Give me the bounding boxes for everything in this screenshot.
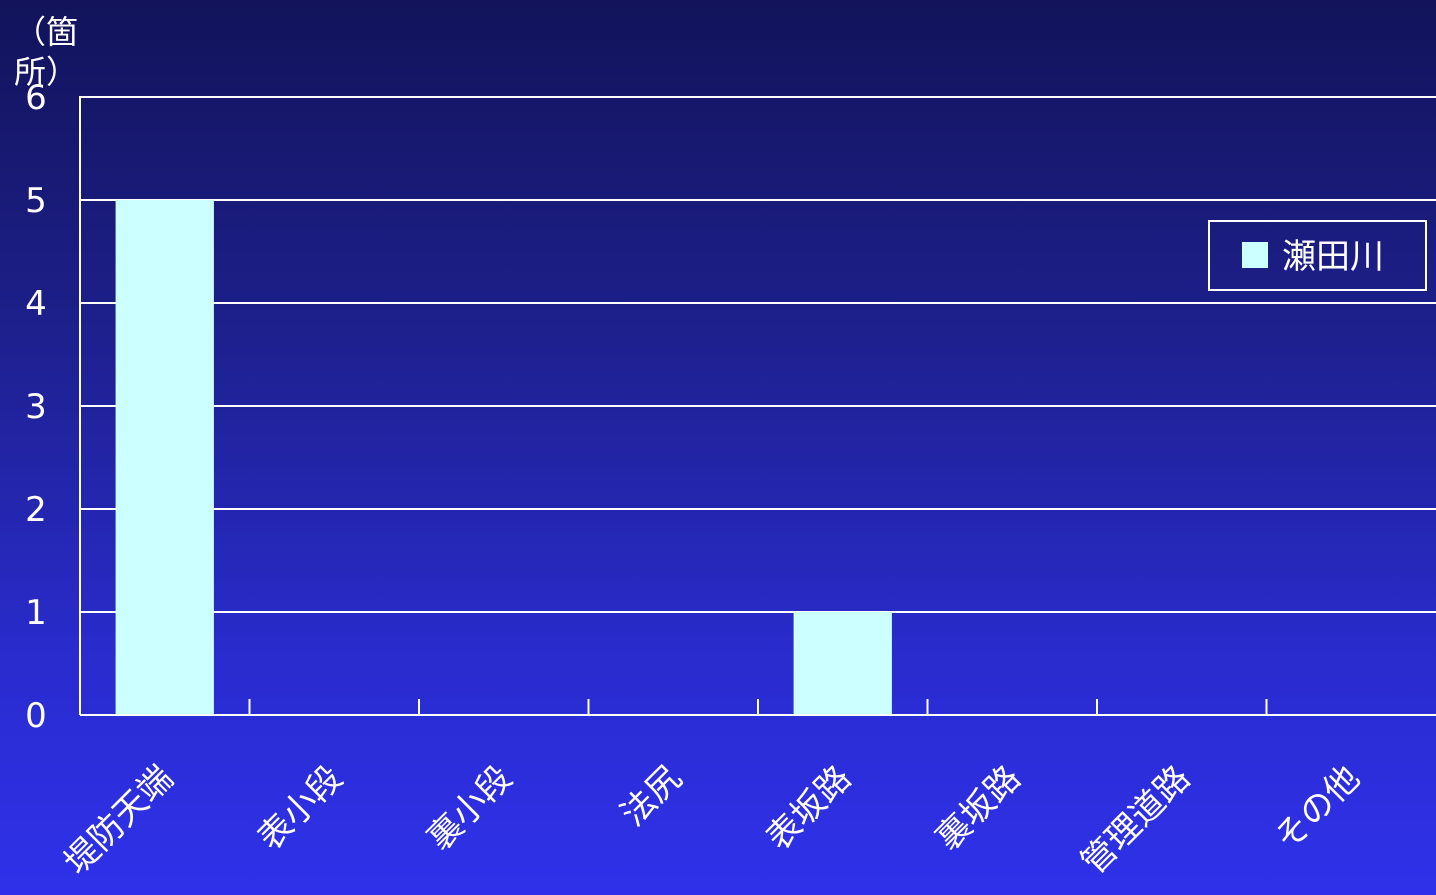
y-tick-label: 6 [25,78,47,118]
gridlines [80,96,1436,613]
x-tick-label: 法尻 [613,758,689,834]
y-tick-label: 5 [25,181,47,221]
x-tick-label: 裏坂路 [928,758,1028,858]
x-tick-label: 表坂路 [759,758,859,858]
x-tick-label: 堤防天端 [57,758,181,882]
bar [115,200,214,715]
y-tick-label: 3 [25,387,47,427]
x-tick-label: 裏小段 [420,758,520,858]
x-tick-labels: 堤防天端 表小段 裏小段 法尻 表坂路 裏坂路 管理道路 その他 [57,758,1368,882]
legend-box [1208,220,1427,291]
x-tick-label: その他 [1267,758,1367,858]
x-tick-label: 表小段 [250,758,350,858]
y-tick-label: 0 [25,696,47,736]
legend-swatch [1242,242,1268,268]
y-tick-labels: 0 1 2 3 4 5 6 [25,78,47,736]
y-tick-label: 4 [25,284,47,324]
bars [115,200,892,715]
y-axis-label: （箇所） [14,13,79,91]
legend-label: 瀬田川 [1282,237,1384,277]
axes [79,96,1436,716]
y-tick-label: 1 [25,593,47,633]
y-tick-label: 2 [25,490,47,530]
x-tick-label: 管理道路 [1074,758,1198,882]
legend: 瀬田川 [1208,220,1427,291]
bar [793,612,892,715]
